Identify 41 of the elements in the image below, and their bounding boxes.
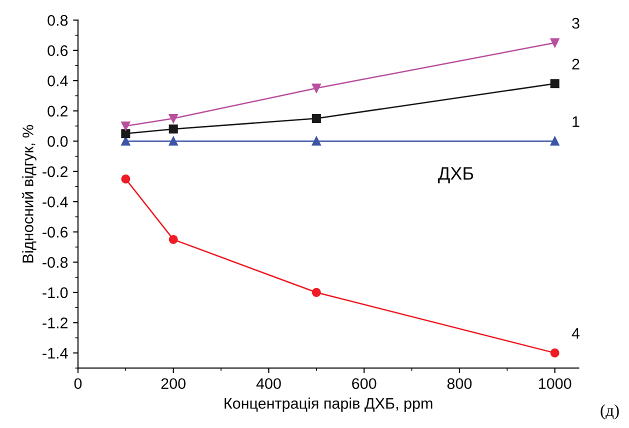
text: (д) [600, 404, 619, 420]
y-tick-label: -0.8 [42, 257, 68, 268]
x-tick-label: 800 [447, 378, 472, 390]
y-tick-label: 0.0 [48, 136, 68, 147]
y-tick-label: 0.2 [48, 106, 68, 117]
point [550, 79, 560, 88]
series-label: 1 [572, 116, 580, 127]
y-tick-label: -1.2 [42, 318, 68, 328]
x-tick-label: 1000 [539, 378, 572, 390]
x-tick-label: 0 [74, 378, 82, 390]
point [312, 136, 321, 146]
x-axis-title: Концентрація парів ДХБ, ppm [224, 398, 432, 412]
y-tick-label: -0.6 [42, 226, 68, 238]
point [312, 288, 321, 297]
annotation: ДХБ [438, 167, 474, 184]
point [168, 136, 178, 146]
y-tick-label: -1.4 [42, 348, 68, 358]
point [312, 114, 321, 123]
y-tick-label: 0.6 [48, 45, 68, 56]
point [168, 234, 178, 244]
series-label: 3 [572, 18, 580, 29]
point [550, 38, 560, 48]
x-tick-label: 400 [256, 378, 281, 390]
x-tick-label: 200 [161, 378, 186, 390]
y-tick-label: -0.4 [42, 196, 68, 208]
series-label: 4 [572, 328, 580, 339]
y-tick-label: -0.2 [42, 166, 68, 178]
y-axis-title: Відносний відгук, % [22, 125, 36, 262]
x-tick-label: 600 [352, 378, 376, 390]
point [312, 84, 321, 93]
point [121, 174, 130, 184]
point [121, 129, 130, 138]
point [168, 114, 178, 123]
point [550, 136, 560, 146]
point [550, 348, 560, 358]
point [121, 122, 130, 131]
y-tick-label: 0.4 [48, 76, 68, 86]
y-tick-label: -1.0 [42, 287, 68, 298]
point [168, 124, 178, 134]
y-tick-label: 0.8 [48, 14, 68, 26]
series-label: 2 [572, 58, 580, 70]
